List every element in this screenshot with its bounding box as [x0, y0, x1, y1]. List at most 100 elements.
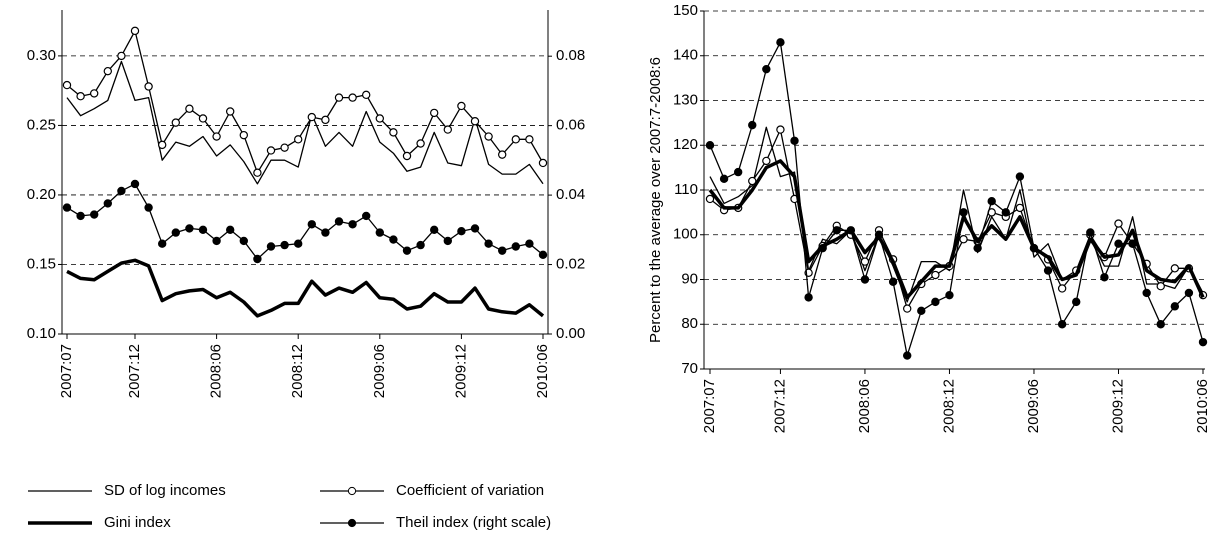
marker [239, 130, 248, 140]
marker [89, 89, 99, 98]
marker [705, 141, 715, 150]
marker [430, 108, 439, 118]
marker [776, 125, 785, 134]
marker [1156, 282, 1165, 291]
marker [280, 143, 289, 152]
marker [402, 246, 412, 255]
x-tick-label: 2007:12 [126, 344, 143, 398]
marker [198, 225, 208, 235]
marker [498, 246, 507, 255]
marker [525, 135, 534, 144]
marker [832, 226, 841, 235]
marker [705, 194, 715, 204]
marker [1015, 203, 1025, 213]
y-tick-label: 110 [674, 181, 698, 198]
marker [443, 125, 452, 134]
x-tick-label: 2009:12 [1109, 379, 1126, 433]
marker [266, 146, 276, 155]
marker [457, 227, 466, 236]
y-tick-label: 0.30 [27, 47, 56, 64]
y-tick-label: 150 [673, 2, 698, 19]
marker [185, 104, 194, 113]
x-tick-label: 2008:06 [856, 379, 873, 433]
marker [959, 235, 968, 244]
marker [157, 239, 167, 248]
marker [362, 211, 371, 221]
marker [818, 243, 827, 253]
x-tick-label: 2009:12 [452, 344, 469, 398]
marker [538, 250, 548, 260]
y-tick-label: 0.20 [27, 186, 56, 203]
x-tick-label: 2010:06 [1194, 379, 1211, 433]
marker [790, 136, 799, 145]
marker [903, 351, 912, 360]
marker [239, 236, 248, 246]
marker [860, 257, 870, 266]
marker [846, 226, 856, 235]
marker [1057, 284, 1067, 293]
marker [1086, 228, 1095, 237]
marker [117, 51, 126, 61]
marker [212, 236, 221, 246]
marker [130, 179, 140, 189]
marker [511, 135, 521, 144]
marker [917, 306, 926, 316]
marker [130, 26, 140, 36]
marker [334, 217, 344, 226]
marker [62, 203, 72, 212]
marker [931, 297, 940, 307]
marker [389, 235, 398, 244]
marker [321, 228, 330, 237]
y-tick-label: 80 [681, 315, 698, 332]
marker [89, 210, 99, 219]
marker [498, 150, 507, 159]
marker [762, 156, 771, 166]
marker [1043, 266, 1053, 275]
y2-tick-label: 0.02 [556, 256, 585, 273]
marker [225, 107, 235, 116]
marker [348, 220, 357, 229]
marker [144, 203, 153, 212]
y-tick-label: 90 [681, 270, 698, 287]
marker [457, 101, 466, 111]
marker [733, 167, 743, 177]
marker [321, 115, 330, 125]
x-tick-label: 2009:06 [1025, 379, 1042, 433]
y-tick-label: 130 [673, 91, 698, 108]
marker [484, 132, 493, 141]
marker [1100, 273, 1109, 282]
marker [266, 242, 276, 251]
marker [945, 290, 954, 300]
marker [334, 93, 344, 102]
marker [888, 277, 898, 286]
marker [748, 120, 757, 130]
series-line [66, 30, 544, 174]
marker [525, 239, 534, 248]
marker [416, 240, 425, 250]
marker [171, 118, 180, 127]
marker [171, 228, 180, 237]
marker [776, 38, 785, 47]
marker [903, 304, 912, 313]
marker [973, 243, 982, 253]
marker [1142, 288, 1151, 298]
marker [1156, 320, 1165, 329]
marker [1015, 172, 1025, 181]
marker [402, 151, 412, 161]
y2-tick-label: 0.00 [556, 325, 585, 342]
series-line [708, 159, 1205, 300]
y-tick-label: 0.25 [27, 116, 56, 133]
marker [874, 230, 884, 239]
marker [1170, 302, 1180, 311]
marker [76, 211, 85, 221]
marker [1128, 239, 1137, 248]
marker [375, 114, 384, 123]
legend-marker [347, 518, 357, 528]
marker [987, 196, 996, 206]
y2-tick-label: 0.04 [556, 186, 585, 203]
marker [144, 82, 153, 91]
marker [1184, 288, 1194, 298]
marker [1198, 337, 1208, 347]
series-line [66, 60, 544, 185]
x-tick-label: 2007:07 [701, 379, 718, 433]
